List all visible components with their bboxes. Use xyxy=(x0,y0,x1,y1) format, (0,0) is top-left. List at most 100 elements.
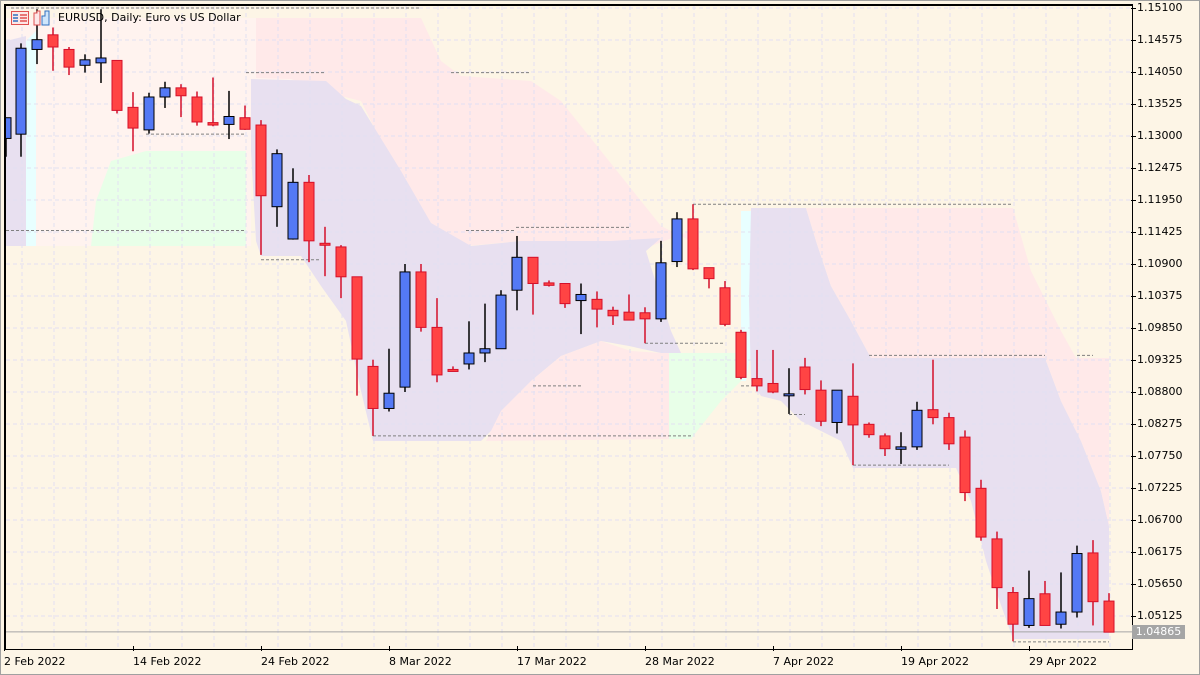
candle xyxy=(975,487,987,538)
price-tick-label: 1.11425 xyxy=(1137,225,1183,238)
candle xyxy=(815,389,827,422)
candle xyxy=(1007,592,1019,625)
candle xyxy=(1055,611,1067,625)
candle xyxy=(415,271,427,328)
candle xyxy=(319,242,331,246)
price-tick-label: 1.13000 xyxy=(1137,129,1183,142)
candle xyxy=(303,181,315,242)
candle xyxy=(959,436,971,494)
candle xyxy=(447,368,459,372)
price-chart-plot-area[interactable] xyxy=(4,4,1133,650)
candle xyxy=(143,96,155,131)
date-tick-label: 29 Apr 2022 xyxy=(1029,655,1098,668)
date-tick-label: 19 Apr 2022 xyxy=(901,655,970,668)
price-tick: 1.14575 xyxy=(1131,34,1183,46)
price-tick-label: 1.06700 xyxy=(1137,513,1183,526)
price-tick: 1.07225 xyxy=(1131,482,1183,494)
candle xyxy=(511,256,523,291)
price-tick-label: 1.11950 xyxy=(1137,193,1183,206)
candle xyxy=(879,435,891,450)
candle xyxy=(335,246,347,278)
price-axis[interactable]: 1.15100 1.14575 1.14050 1.13525 1.13000 1.124… xyxy=(1131,1,1200,649)
date-tick-label: 28 Mar 2022 xyxy=(645,655,715,668)
date-tick-label: 14 Feb 2022 xyxy=(133,655,202,668)
candle xyxy=(831,389,843,423)
candlestick-chart xyxy=(6,6,1132,649)
candle xyxy=(751,378,763,387)
chart-title-bar: EURUSD, Daily: Euro vs US Dollar xyxy=(11,9,241,26)
price-tick: 1.06700 xyxy=(1131,514,1183,526)
candle xyxy=(671,218,683,263)
price-tick: 1.15100 xyxy=(1131,2,1183,14)
candle xyxy=(783,393,795,397)
candle xyxy=(383,392,395,409)
candle xyxy=(367,365,379,409)
price-tick: 1.05125 xyxy=(1131,610,1183,622)
candle xyxy=(735,331,747,378)
candle xyxy=(399,271,411,388)
candle xyxy=(559,283,571,305)
price-tick: 1.10375 xyxy=(1131,290,1183,302)
price-tick: 1.13000 xyxy=(1131,130,1183,142)
candle xyxy=(1023,598,1035,626)
price-tick-label: 1.14575 xyxy=(1137,33,1183,46)
candle xyxy=(271,153,283,208)
date-tick-label: 8 Mar 2022 xyxy=(389,655,452,668)
price-tick-label: 1.08275 xyxy=(1137,417,1183,430)
candle xyxy=(863,423,875,436)
price-tick: 1.09325 xyxy=(1131,354,1183,366)
candle xyxy=(127,106,139,129)
candle xyxy=(159,87,171,98)
candle xyxy=(1039,593,1051,626)
candle xyxy=(79,59,91,66)
candle xyxy=(607,309,619,317)
candle xyxy=(1071,553,1083,613)
candle xyxy=(639,312,651,320)
candle xyxy=(175,87,187,97)
candle xyxy=(703,267,715,280)
candle xyxy=(991,538,1003,589)
price-tick-label: 1.09325 xyxy=(1137,353,1183,366)
price-tick: 1.11425 xyxy=(1131,226,1183,238)
candle xyxy=(719,287,731,325)
candle xyxy=(591,298,603,310)
candle xyxy=(527,256,539,285)
price-tick-label: 1.10375 xyxy=(1137,289,1183,302)
price-tick: 1.05650 xyxy=(1131,578,1183,590)
candle xyxy=(847,395,859,426)
candle xyxy=(543,282,555,286)
price-tick-label: 1.06175 xyxy=(1137,545,1183,558)
candle xyxy=(911,409,923,448)
candle xyxy=(207,122,219,126)
candle xyxy=(6,117,12,139)
chart-template-icon[interactable] xyxy=(33,10,51,26)
candle xyxy=(15,47,27,135)
candle xyxy=(623,311,635,321)
price-tick: 1.14050 xyxy=(1131,66,1183,78)
price-tick: 1.08800 xyxy=(1131,386,1183,398)
candle xyxy=(255,124,267,197)
candle xyxy=(655,262,667,320)
date-tick-label: 17 Mar 2022 xyxy=(517,655,587,668)
candle xyxy=(895,446,907,450)
chart-title: EURUSD, Daily: Euro vs US Dollar xyxy=(58,10,241,24)
candle xyxy=(479,348,491,354)
date-tick-label: 7 Apr 2022 xyxy=(773,655,835,668)
candle xyxy=(47,34,59,48)
indicator-list-icon[interactable] xyxy=(11,10,29,25)
time-axis[interactable]: 2 Feb 2022 14 Feb 2022 24 Feb 2022 8 Mar 20… xyxy=(4,646,1132,674)
price-tick: 1.12475 xyxy=(1131,162,1183,174)
price-tick-label: 1.08800 xyxy=(1137,385,1183,398)
candle xyxy=(95,57,107,64)
price-tick-label: 1.14050 xyxy=(1137,65,1183,78)
price-tick-label: 1.12475 xyxy=(1137,161,1183,174)
price-tick-label: 1.10900 xyxy=(1137,257,1183,270)
price-tick: 1.07750 xyxy=(1131,450,1183,462)
candle xyxy=(351,276,363,360)
price-tick: 1.10900 xyxy=(1131,258,1183,270)
date-tick-label: 2 Feb 2022 xyxy=(4,655,66,668)
candle xyxy=(31,39,43,50)
current-price-tag: 1.04865 xyxy=(1132,624,1185,639)
candle xyxy=(63,48,75,68)
